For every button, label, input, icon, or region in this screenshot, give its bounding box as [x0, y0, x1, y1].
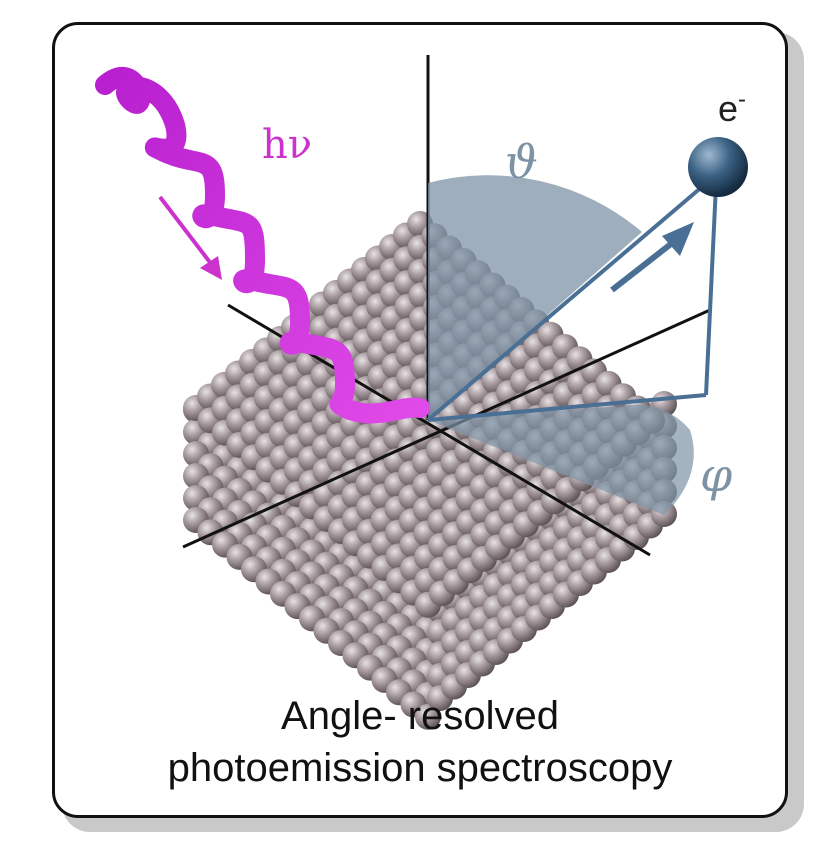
y-axis [182, 308, 711, 549]
electron-charge: - [738, 86, 747, 113]
in-plane-projection [427, 393, 707, 422]
incidence-arrow [158, 195, 222, 280]
electron-path [426, 178, 718, 422]
vertical-projection [704, 184, 718, 396]
caption-line-2: photoemission spectroscopy [167, 746, 673, 790]
phi-wedge [428, 404, 694, 515]
electron-sphere [688, 137, 748, 197]
atom [415, 703, 441, 730]
theta-label: ϑ [505, 135, 538, 189]
electron-symbol: e [718, 88, 739, 129]
emission-vector [426, 178, 712, 422]
emission-arrow [610, 222, 694, 293]
theta-wedge [428, 175, 642, 420]
photon-energy-label: hν [262, 122, 313, 168]
caption-line-1: Angle- resolved [281, 694, 559, 738]
phi-label: φ [700, 448, 733, 502]
electron-label: e- [718, 86, 746, 130]
photon-wave [95, 67, 430, 424]
